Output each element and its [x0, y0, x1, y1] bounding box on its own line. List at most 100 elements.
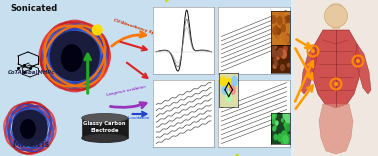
- Circle shape: [271, 16, 276, 23]
- Circle shape: [222, 85, 228, 95]
- Circle shape: [230, 85, 235, 95]
- Circle shape: [334, 82, 338, 86]
- Circle shape: [226, 78, 231, 88]
- FancyArrowPatch shape: [296, 85, 313, 109]
- Polygon shape: [319, 104, 353, 154]
- Circle shape: [276, 24, 281, 34]
- Circle shape: [284, 122, 287, 127]
- FancyArrowPatch shape: [132, 112, 146, 116]
- Circle shape: [276, 18, 281, 27]
- Polygon shape: [355, 44, 371, 94]
- Circle shape: [285, 34, 290, 44]
- Circle shape: [277, 49, 282, 57]
- Polygon shape: [293, 0, 378, 156]
- Circle shape: [271, 44, 275, 50]
- Circle shape: [273, 119, 276, 124]
- Polygon shape: [311, 30, 361, 108]
- Ellipse shape: [20, 119, 36, 139]
- Text: L-oxidation: L-oxidation: [128, 116, 150, 120]
- Circle shape: [285, 126, 287, 129]
- Circle shape: [281, 50, 287, 58]
- Text: Langmuir oxidation: Langmuir oxidation: [107, 85, 147, 97]
- FancyArrowPatch shape: [120, 42, 147, 50]
- Circle shape: [311, 49, 315, 53]
- Circle shape: [285, 113, 291, 122]
- Circle shape: [274, 23, 279, 33]
- Circle shape: [92, 25, 102, 35]
- Circle shape: [280, 13, 283, 18]
- Circle shape: [286, 125, 290, 131]
- Circle shape: [282, 131, 287, 141]
- Circle shape: [273, 112, 276, 118]
- Circle shape: [277, 57, 279, 59]
- Circle shape: [232, 76, 237, 86]
- Circle shape: [220, 76, 226, 86]
- Circle shape: [273, 127, 276, 131]
- Circle shape: [278, 20, 283, 29]
- Ellipse shape: [49, 25, 101, 87]
- Circle shape: [278, 134, 282, 141]
- Circle shape: [270, 111, 275, 119]
- Circle shape: [278, 17, 282, 25]
- Circle shape: [282, 30, 288, 41]
- FancyArrowPatch shape: [295, 48, 312, 79]
- Ellipse shape: [12, 105, 48, 151]
- Circle shape: [272, 50, 276, 57]
- FancyArrowPatch shape: [166, 0, 235, 1]
- Circle shape: [226, 92, 231, 101]
- Text: MWCNTs: MWCNTs: [12, 140, 49, 149]
- Ellipse shape: [82, 114, 128, 122]
- Circle shape: [276, 122, 277, 125]
- Circle shape: [284, 136, 288, 144]
- Circle shape: [284, 35, 288, 43]
- Circle shape: [279, 15, 281, 20]
- Polygon shape: [82, 118, 128, 138]
- Circle shape: [277, 35, 279, 40]
- Ellipse shape: [329, 3, 343, 11]
- Circle shape: [280, 11, 284, 18]
- Circle shape: [281, 135, 287, 146]
- Text: CV/Absorbency Spectra: CV/Absorbency Spectra: [113, 18, 166, 39]
- FancyArrowPatch shape: [127, 63, 147, 78]
- Circle shape: [274, 46, 276, 49]
- Circle shape: [274, 134, 277, 140]
- Circle shape: [282, 53, 285, 57]
- Circle shape: [284, 48, 286, 51]
- Text: Sonicated: Sonicated: [10, 4, 57, 13]
- Text: CoTA(Sba)MHPc: CoTA(Sba)MHPc: [8, 70, 55, 75]
- Circle shape: [285, 134, 291, 143]
- FancyBboxPatch shape: [0, 0, 295, 156]
- Polygon shape: [332, 17, 340, 29]
- Circle shape: [287, 63, 290, 67]
- Circle shape: [271, 50, 276, 57]
- Circle shape: [282, 119, 284, 122]
- Circle shape: [273, 27, 277, 35]
- Circle shape: [285, 117, 290, 125]
- Circle shape: [274, 58, 277, 62]
- Circle shape: [273, 24, 279, 35]
- Circle shape: [276, 56, 279, 60]
- Text: Glassy Carbon
Electrode: Glassy Carbon Electrode: [84, 121, 126, 133]
- Circle shape: [273, 64, 276, 68]
- Circle shape: [283, 111, 288, 119]
- FancyArrowPatch shape: [168, 155, 237, 156]
- Circle shape: [282, 24, 285, 32]
- FancyArrowPatch shape: [296, 39, 311, 48]
- FancyArrowPatch shape: [295, 61, 313, 101]
- FancyArrowPatch shape: [110, 103, 146, 108]
- Circle shape: [278, 48, 283, 56]
- Circle shape: [287, 16, 290, 22]
- Circle shape: [275, 26, 279, 33]
- Circle shape: [276, 121, 278, 125]
- Circle shape: [324, 5, 347, 27]
- Circle shape: [277, 19, 281, 27]
- Circle shape: [274, 62, 277, 66]
- Circle shape: [280, 65, 284, 70]
- Circle shape: [356, 59, 360, 63]
- Circle shape: [284, 46, 287, 51]
- Circle shape: [278, 16, 284, 28]
- Circle shape: [276, 51, 280, 56]
- Ellipse shape: [61, 44, 83, 72]
- Ellipse shape: [82, 134, 128, 142]
- FancyArrowPatch shape: [112, 32, 146, 46]
